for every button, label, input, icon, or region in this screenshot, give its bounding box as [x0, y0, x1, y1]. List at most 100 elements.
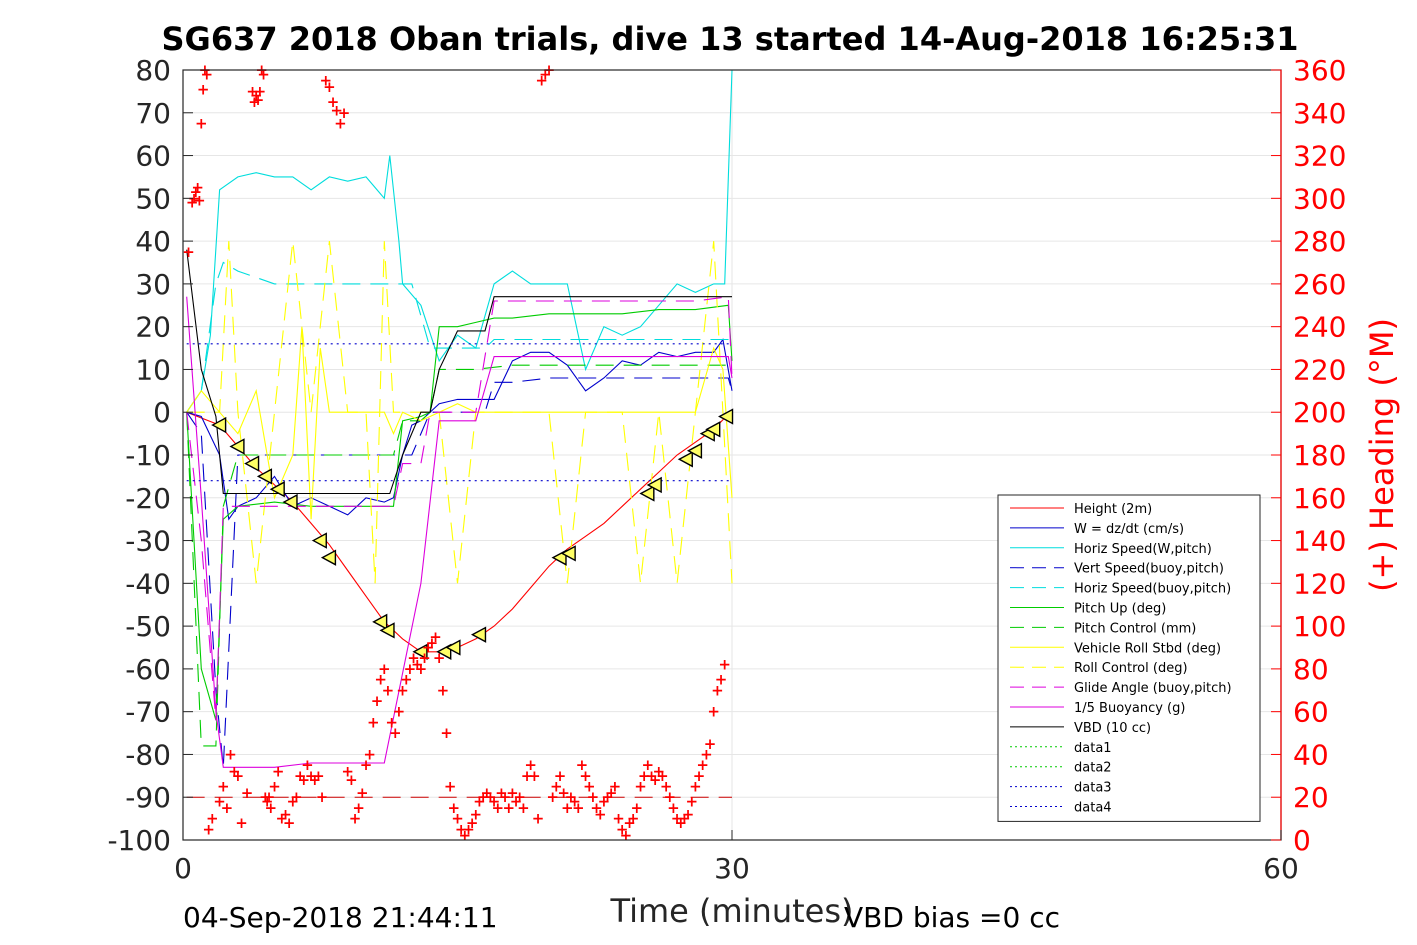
heading-marker: + — [448, 799, 461, 817]
y-right-tick-label: 300 — [1293, 182, 1346, 215]
heading-marker: + — [513, 788, 526, 806]
heading-marker: + — [437, 681, 450, 699]
heading-marker: + — [605, 784, 618, 802]
y-tick-label: -50 — [125, 610, 171, 643]
y-right-tick-label: 160 — [1293, 482, 1346, 515]
heading-marker: + — [642, 756, 655, 774]
heading-marker: + — [491, 799, 504, 817]
y-right-tick-label: 60 — [1293, 696, 1329, 729]
y-tick-label: -30 — [125, 525, 171, 558]
heading-marker: + — [583, 778, 596, 796]
legend-label: Glide Angle (buoy,pitch) — [1074, 681, 1232, 696]
heading-marker: + — [693, 767, 706, 785]
legend-label: Horiz Speed(buoy,pitch) — [1074, 582, 1231, 597]
heading-marker: + — [334, 114, 347, 132]
heading-marker: + — [718, 656, 731, 674]
heading-marker: + — [616, 820, 629, 838]
heading-marker: + — [609, 778, 622, 796]
heading-marker: + — [466, 814, 479, 832]
y-right-tick-label: 240 — [1293, 311, 1346, 344]
y-right-tick-label: 200 — [1293, 396, 1346, 429]
heading-marker: + — [389, 724, 402, 742]
heading-marker: + — [715, 671, 728, 689]
heading-marker: + — [696, 756, 709, 774]
heading-marker: + — [480, 784, 493, 802]
heading-marker: + — [305, 767, 318, 785]
heading-marker: + — [297, 771, 310, 789]
dive-triangle-marker — [311, 532, 327, 549]
heading-marker: + — [265, 799, 278, 817]
dive-triangle-marker — [686, 442, 703, 459]
heading-marker: + — [213, 793, 226, 811]
heading-marker: + — [631, 799, 644, 817]
heading-marker: + — [276, 810, 289, 828]
y-tick-label: 20 — [135, 311, 171, 344]
heading-marker: + — [587, 788, 600, 806]
heading-marker: + — [323, 78, 336, 96]
dive-triangle-marker — [229, 438, 245, 455]
heading-marker: + — [444, 778, 457, 796]
heading-marker: + — [182, 243, 195, 261]
heading-marker: + — [263, 788, 276, 806]
heading-marker: + — [462, 820, 475, 838]
heading-marker: + — [645, 767, 658, 785]
heading-marker: + — [327, 93, 340, 111]
legend-label: VBD (10 cc) — [1074, 721, 1151, 736]
footer-timestamp: 04-Sep-2018 21:44:11 — [183, 901, 498, 934]
heading-marker: + — [197, 80, 210, 98]
heading-marker: + — [259, 788, 272, 806]
heading-marker: + — [301, 756, 314, 774]
heading-marker: + — [190, 183, 203, 201]
dive-triangle-marker — [244, 455, 260, 472]
heading-marker: + — [546, 788, 559, 806]
heading-marker: + — [312, 767, 325, 785]
heading-marker: + — [338, 104, 351, 122]
heading-marker: + — [473, 793, 486, 811]
heading-marker: + — [360, 756, 373, 774]
y-tick-label: 0 — [153, 396, 171, 429]
heading-marker: + — [638, 767, 651, 785]
heading-marker: + — [433, 649, 446, 667]
heading-marker: + — [396, 681, 409, 699]
heading-marker: + — [319, 72, 332, 90]
y-right-tick-label: 0 — [1293, 824, 1311, 857]
series-line — [186, 249, 732, 495]
heading-marker: + — [649, 771, 662, 789]
y-tick-label: -70 — [125, 696, 171, 729]
heading-marker: + — [224, 745, 237, 763]
legend-label: data4 — [1074, 801, 1112, 816]
heading-marker: + — [707, 703, 720, 721]
heading-marker: + — [254, 82, 267, 100]
series-line — [186, 338, 733, 521]
heading-marker: + — [217, 778, 230, 796]
heading-marker: + — [272, 763, 285, 781]
series-line — [186, 411, 731, 653]
legend-label: Vehicle Roll Stbd (deg) — [1074, 641, 1221, 656]
heading-marker: + — [685, 793, 698, 811]
series-line — [186, 69, 733, 413]
heading-marker: + — [601, 788, 614, 806]
y-right-tick-label: 140 — [1293, 525, 1346, 558]
heading-marker: + — [634, 778, 647, 796]
heading-marker: + — [623, 814, 636, 832]
heading-marker: + — [283, 814, 296, 832]
y-right-tick-label: 20 — [1293, 781, 1329, 814]
dive-triangle-marker — [705, 421, 721, 438]
y-right-tick-label: 340 — [1293, 97, 1346, 130]
heading-marker: + — [385, 713, 398, 731]
heading-marker: + — [246, 82, 259, 100]
series-line — [186, 296, 733, 768]
y-right-tick-label: 260 — [1293, 268, 1346, 301]
heading-marker: + — [415, 660, 428, 678]
heading-marker: + — [451, 810, 464, 828]
heading-marker: + — [308, 771, 321, 789]
heading-marker: + — [711, 681, 724, 699]
heading-marker: + — [201, 65, 214, 83]
heading-marker: + — [316, 788, 329, 806]
heading-marker: + — [268, 778, 281, 796]
heading-marker: + — [248, 93, 261, 111]
heading-marker: + — [418, 649, 431, 667]
heading-marker: + — [393, 703, 406, 721]
heading-marker: + — [429, 628, 442, 646]
